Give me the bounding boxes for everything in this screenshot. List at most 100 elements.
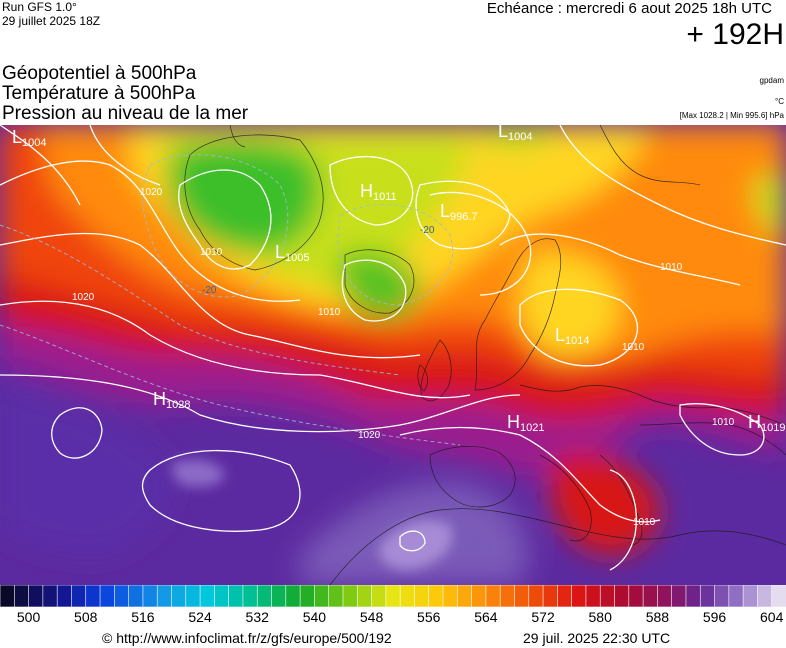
scale-tick-label: 596 xyxy=(702,609,727,625)
color-scale-step xyxy=(142,585,158,607)
color-scale-step xyxy=(399,585,416,607)
run-label: Run GFS 1.0° xyxy=(2,0,77,14)
color-scale-step xyxy=(13,585,30,607)
isobar-label: 1020 xyxy=(72,292,95,303)
pressure-center-letter: L xyxy=(12,127,22,147)
color-scale-step xyxy=(485,585,501,607)
color-scale-step xyxy=(256,585,273,607)
pressure-center-letter: H xyxy=(153,389,166,409)
color-scale-step xyxy=(514,585,530,607)
color-scale-step xyxy=(528,585,544,607)
color-scale-step xyxy=(714,585,730,607)
scale-tick-label: 516 xyxy=(131,609,155,625)
pressure-center-letter: H xyxy=(507,412,520,432)
scale-tick-label: 564 xyxy=(474,609,498,625)
scale-tick-label: 500 xyxy=(16,609,41,625)
pressure-center-letter: L xyxy=(555,325,565,345)
scale-tick-label: 532 xyxy=(245,609,269,625)
pressure-range: [Max 1028.2 | Min 995.6] hPa xyxy=(679,111,784,120)
color-scale-step xyxy=(642,585,659,607)
pressure-center-high: H1028 xyxy=(153,389,190,411)
pressure-center-value: 1021 xyxy=(520,422,544,434)
pressure-center-value: 1019 xyxy=(761,422,785,434)
isobar-label: 1020 xyxy=(140,187,163,198)
color-scale-step xyxy=(628,585,644,607)
isobar-label: 1010 xyxy=(633,517,656,528)
source-url[interactable]: © http://www.infoclimat.fr/z/gfs/europe/… xyxy=(102,630,392,646)
color-scale-step xyxy=(557,585,573,607)
scale-tick-label: 556 xyxy=(417,609,441,625)
color-scale-step xyxy=(371,585,387,607)
coastlines xyxy=(184,125,786,585)
color-scale-step xyxy=(757,585,773,607)
color-scale-step xyxy=(442,585,459,607)
color-scale xyxy=(0,585,786,607)
color-scale-step xyxy=(114,585,130,607)
scale-tick-label: 604 xyxy=(760,609,784,625)
color-scale-step xyxy=(156,585,173,607)
isotherm-label: -20 xyxy=(420,225,435,236)
color-scale-step xyxy=(499,585,516,607)
weather-map: L1004L1004H1011L996.7L1005L1014H1028H102… xyxy=(0,125,786,585)
title-temperature: Température à 500hPa xyxy=(2,83,196,104)
pressure-center-value: 1004 xyxy=(22,137,46,149)
pressure-center-high: H1019 xyxy=(748,412,785,434)
scale-tick-label: 572 xyxy=(531,609,555,625)
pressure-center-letter: L xyxy=(440,201,450,221)
pressure-center-letter: L xyxy=(498,125,508,141)
isobar-label: 1010 xyxy=(712,417,735,428)
scale-tick-label: 540 xyxy=(302,609,327,625)
color-scale-step xyxy=(28,585,44,607)
color-scale-step xyxy=(171,585,187,607)
title-pressure: Pression au niveau de la mer xyxy=(2,103,249,124)
color-scale-step xyxy=(85,585,101,607)
isobar-label: 1020 xyxy=(358,430,381,441)
color-scale-step xyxy=(99,585,116,607)
color-scale-step xyxy=(42,585,58,607)
scale-tick-label: 588 xyxy=(645,609,670,625)
isobar-label: 1010 xyxy=(318,307,341,318)
color-scale-step xyxy=(185,585,201,607)
isobar-label: 1010 xyxy=(200,247,223,258)
color-scale-step xyxy=(228,585,244,607)
color-scale-step xyxy=(728,585,744,607)
color-scale-step xyxy=(657,585,673,607)
color-scale-step xyxy=(471,585,487,607)
valid-time: Echéance : mercredi 6 aout 2025 18h UTC xyxy=(486,0,772,17)
color-scale-step xyxy=(271,585,287,607)
isobar-label: 1010 xyxy=(660,262,683,273)
pressure-center-low: L1014 xyxy=(555,325,590,347)
temperature-labels: -20 -20 xyxy=(202,225,435,296)
pressure-center-low: L1004 xyxy=(498,125,533,143)
pressure-centers: L1004L1004H1011L996.7L1005L1014H1028H102… xyxy=(12,125,785,434)
pressure-center-letter: L xyxy=(275,242,285,262)
color-scale-step xyxy=(128,585,144,607)
pressure-center-high: H1021 xyxy=(507,412,544,434)
color-scale-step xyxy=(0,585,16,607)
color-scale-step xyxy=(299,585,316,607)
color-scale-step xyxy=(342,585,359,607)
temperature-isotherms xyxy=(0,154,461,446)
pressure-center-high: H1011 xyxy=(360,181,397,203)
pressure-center-value: 1005 xyxy=(285,252,309,264)
color-scale-step xyxy=(314,585,330,607)
geopotential-field xyxy=(0,125,786,585)
isobars xyxy=(0,125,786,571)
scale-tick-label: 580 xyxy=(588,609,612,625)
pressure-center-value: 996.7 xyxy=(450,211,478,223)
color-scale-step xyxy=(614,585,630,607)
scale-ticks: 500 508 516 524 532 540 548 556 564 572 580 588 596 6… xyxy=(0,609,786,627)
color-scale-step xyxy=(771,585,786,607)
pressure-center-value: 1014 xyxy=(565,335,589,347)
run-date: 29 juillet 2025 18Z xyxy=(2,14,101,28)
color-scale-step xyxy=(671,585,687,607)
color-scale-step xyxy=(571,585,587,607)
scale-tick-label: 508 xyxy=(74,609,98,625)
color-scale-step xyxy=(428,585,444,607)
color-scale-step xyxy=(742,585,759,607)
pressure-center-letter: H xyxy=(748,412,761,432)
scale-tick-label: 548 xyxy=(359,609,384,625)
pressure-center-letter: H xyxy=(360,181,373,201)
color-scale-step xyxy=(328,585,344,607)
color-scale-step xyxy=(585,585,602,607)
